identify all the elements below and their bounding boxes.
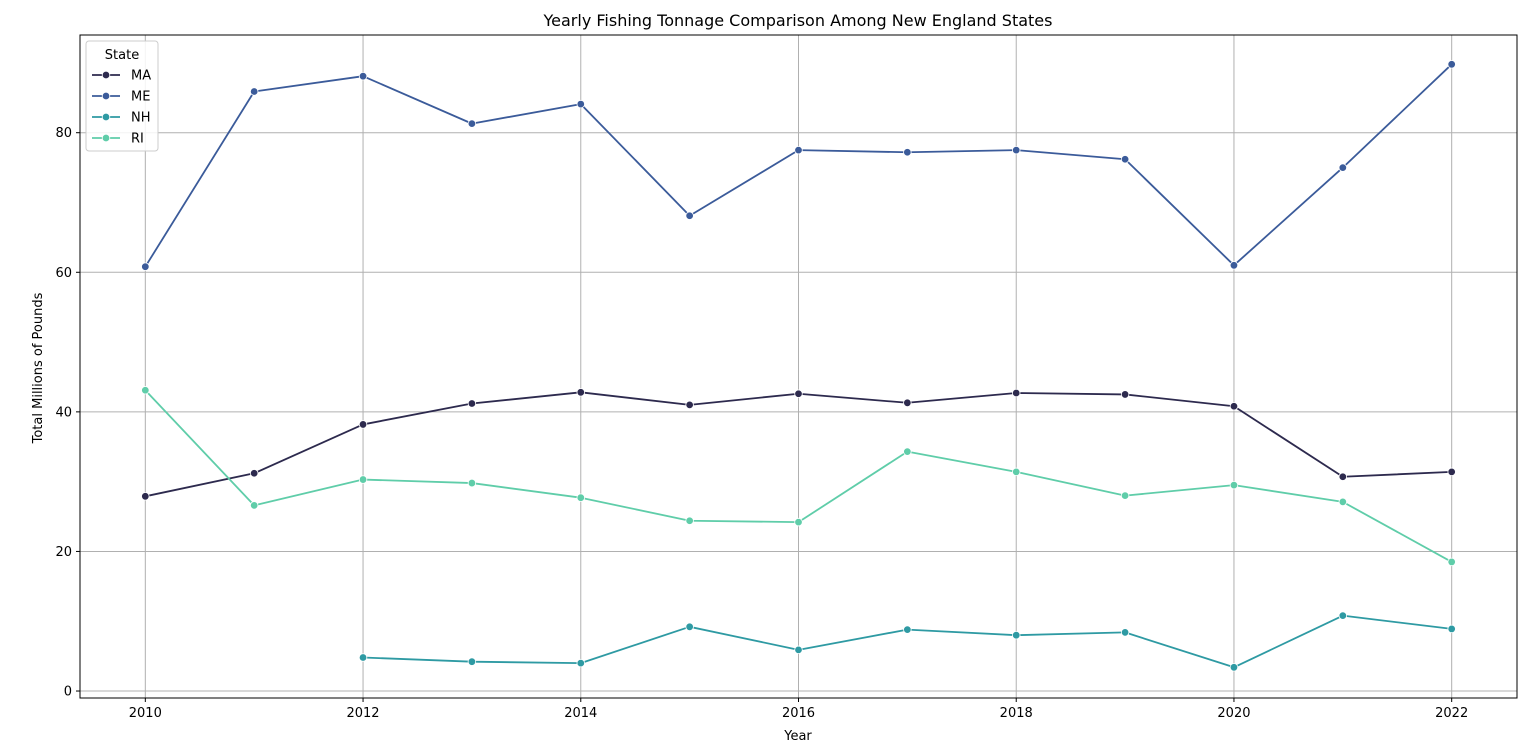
data-point-me [141, 262, 150, 271]
data-point-me [794, 145, 803, 155]
data-point-me [1338, 163, 1348, 172]
legend-marker [101, 91, 111, 101]
legend-entry-me: ME [92, 90, 150, 105]
data-point-me [249, 87, 259, 96]
legend-title: State [105, 48, 139, 63]
data-point-ri [1447, 557, 1456, 567]
data-point-nh [685, 622, 694, 632]
data-point-ri [141, 386, 150, 395]
x-tick-label: 2014 [564, 706, 597, 721]
data-point-nh [358, 653, 368, 662]
y-tick-label: 40 [55, 405, 72, 420]
data-point-me [576, 99, 585, 109]
legend-entry-nh: NH [92, 111, 151, 126]
series-nh [358, 611, 1456, 672]
data-point-me [903, 148, 912, 157]
data-point-ri [249, 501, 259, 510]
y-tick-label: 20 [55, 545, 72, 560]
series-ri [141, 386, 1456, 567]
data-point-me [1229, 261, 1239, 270]
data-point-ri [467, 478, 477, 488]
x-tick-label: 2020 [1217, 706, 1250, 721]
legend: State MA ME NH RI [85, 40, 159, 152]
legend-label: NH [131, 111, 151, 126]
legend-box [85, 40, 159, 152]
data-point-ma [685, 400, 694, 410]
chart-title: Yearly Fishing Tonnage Comparison Among … [543, 11, 1053, 30]
data-point-me [685, 211, 694, 220]
data-point-nh [1447, 624, 1456, 634]
data-point-nh [1012, 630, 1021, 640]
data-point-ma [576, 388, 585, 397]
data-point-ma [467, 399, 477, 408]
data-point-nh [576, 658, 585, 668]
y-tick-label: 0 [64, 685, 72, 700]
legend-entry-ma: MA [92, 69, 151, 84]
data-point-me [1447, 60, 1456, 69]
x-tick-label: 2022 [1435, 706, 1468, 721]
y-axis-label: Total Millions of Pounds [31, 292, 46, 444]
legend-marker [101, 133, 111, 143]
data-point-ma [1229, 402, 1239, 411]
x-tick-label: 2012 [346, 706, 379, 721]
data-point-ri [794, 517, 803, 527]
data-point-nh [794, 645, 803, 655]
legend-entries: MA ME NH RI [92, 69, 151, 147]
grid [80, 35, 1517, 698]
data-point-me [1120, 155, 1130, 164]
data-point-ma [1012, 388, 1021, 398]
data-point-me [358, 71, 368, 81]
data-point-ri [358, 475, 368, 484]
data-point-ma [358, 420, 368, 429]
x-axis-label: Year [783, 729, 812, 744]
x-tick-label: 2016 [782, 706, 815, 721]
legend-marker [101, 112, 111, 122]
series-line-nh [363, 614, 1452, 669]
legend-label: RI [131, 132, 144, 147]
data-point-ri [576, 493, 585, 502]
data-point-ma [249, 469, 259, 478]
data-point-ri [1012, 467, 1021, 477]
data-point-ri [1120, 491, 1130, 500]
x-tick-label: 2018 [1000, 706, 1033, 721]
data-point-ri [1229, 480, 1239, 490]
data-point-nh [1229, 663, 1239, 672]
legend-label: ME [131, 90, 150, 105]
legend-entry-ri: RI [92, 132, 144, 147]
y-tick-label: 80 [55, 126, 72, 141]
data-point-nh [467, 657, 477, 666]
data-point-ma [1447, 467, 1456, 477]
data-point-ma [141, 492, 150, 501]
y-tick-label: 60 [55, 266, 72, 281]
series-me [141, 60, 1456, 271]
data-point-ri [685, 516, 694, 525]
data-point-nh [1120, 628, 1130, 637]
data-point-ma [794, 389, 803, 398]
data-point-ma [1338, 472, 1348, 481]
data-point-ma [1120, 390, 1130, 399]
legend-marker [101, 70, 111, 80]
ticks: 2010 2012 2014 2016 2018 2020 2022 0 20 40 60 80 [55, 126, 1468, 721]
series-ma [141, 388, 1456, 501]
x-tick-label: 2010 [129, 706, 162, 721]
legend-label: MA [131, 69, 151, 84]
data-point-me [467, 119, 477, 128]
data-point-ma [903, 398, 912, 407]
data-point-ri [1338, 497, 1348, 507]
series-layer [141, 60, 1456, 672]
data-point-me [1012, 145, 1021, 155]
data-point-nh [903, 625, 912, 634]
data-point-nh [1338, 611, 1348, 620]
data-point-ri [903, 447, 912, 456]
